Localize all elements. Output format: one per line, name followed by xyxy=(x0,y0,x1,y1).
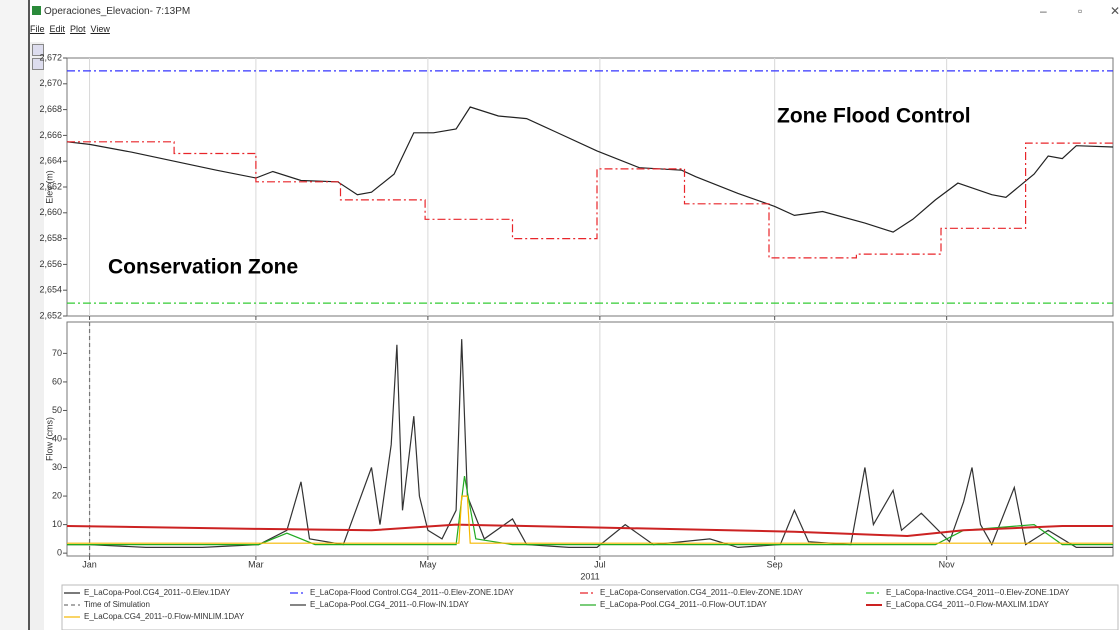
x-tick-label: Nov xyxy=(939,559,956,569)
legend-label: E_LaCopa-Pool.CG4_2011--0.Flow-OUT.1DAY xyxy=(600,600,768,609)
series-line xyxy=(67,475,1113,546)
legend-label: E_LaCopa-Conservation.CG4_2011--0.Elev-Z… xyxy=(600,588,804,597)
legend-label: E_LaCopa-Pool.CG4_2011--0.Flow-IN.1DAY xyxy=(310,600,470,609)
y-axis-label: Flow (cms) xyxy=(44,417,54,461)
menu-item[interactable]: Plot xyxy=(70,24,86,34)
y-tick-label: 50 xyxy=(52,405,62,415)
minimize-button[interactable]: – xyxy=(1040,4,1047,18)
series-line xyxy=(67,141,1113,259)
y-tick-label: 30 xyxy=(52,462,62,472)
toolbar xyxy=(30,42,44,630)
x-axis-label: 2011 xyxy=(580,571,599,581)
plot-frame xyxy=(66,321,1114,557)
y-tick-label: 2,670 xyxy=(39,78,62,88)
y-tick-label: 2,666 xyxy=(39,130,62,140)
y-tick-label: 40 xyxy=(52,433,62,443)
y-tick-label: 2,668 xyxy=(39,104,62,114)
y-tick-label: 2,662 xyxy=(39,181,62,191)
y-tick-label: 2,654 xyxy=(39,285,62,295)
side-panel xyxy=(0,0,30,630)
x-tick-label: Jul xyxy=(594,559,606,569)
y-tick-label: 2,658 xyxy=(39,233,62,243)
legend-label: E_LaCopa-Inactive.CG4_2011--0.Elev-ZONE.… xyxy=(886,588,1070,597)
app-icon xyxy=(32,6,41,15)
close-button[interactable]: ✕ xyxy=(1110,4,1120,18)
series-line xyxy=(66,106,1114,233)
y-tick-label: 0 xyxy=(57,548,62,558)
annotation: Zone Flood Control xyxy=(777,105,971,128)
y-tick-label: 2,660 xyxy=(39,207,62,217)
title-bar: Operaciones_Elevacion- 7:13PM – ▫ ✕ xyxy=(30,0,1120,22)
legend-box xyxy=(61,584,1119,630)
y-tick-label: 2,664 xyxy=(39,156,62,166)
menu-item[interactable]: File xyxy=(30,24,45,34)
legend-label: E_LaCopa.CG4_2011--0.Flow-MINLIM.1DAY xyxy=(84,612,245,621)
y-axis-label: Elev (m) xyxy=(44,170,54,204)
series-line xyxy=(66,523,1113,538)
menu-item[interactable]: View xyxy=(90,24,110,34)
x-tick-label: Sep xyxy=(767,559,783,569)
zoom-tool[interactable] xyxy=(32,58,44,70)
menu-item[interactable]: Edit xyxy=(49,24,66,34)
series-line xyxy=(67,495,1113,544)
x-tick-label: Mar xyxy=(248,559,264,569)
legend-label: E_LaCopa-Pool.CG4_2011--0.Elev.1DAY xyxy=(84,588,231,597)
y-tick-label: 2,652 xyxy=(39,310,62,320)
x-tick-label: Jan xyxy=(82,559,97,569)
window-title: Operaciones_Elevacion- 7:13PM xyxy=(44,6,191,17)
maximize-button[interactable]: ▫ xyxy=(1078,4,1083,18)
y-tick-label: 2,656 xyxy=(39,259,62,269)
legend-label: Time of Simulation xyxy=(84,600,150,609)
annotation: Conservation Zone xyxy=(108,256,298,279)
legend-label: E_LaCopa.CG4_2011--0.Flow-MAXLIM.1DAY xyxy=(886,600,1050,609)
y-tick-label: 2,672 xyxy=(39,52,62,62)
y-tick-label: 20 xyxy=(52,490,62,500)
x-tick-label: May xyxy=(419,559,437,569)
pointer-tool[interactable] xyxy=(32,44,44,56)
legend-label: E_LaCopa-Flood Control.CG4_2011--0.Elev-… xyxy=(310,588,514,597)
plot-frame xyxy=(66,57,1114,317)
y-tick-label: 60 xyxy=(52,376,62,386)
y-tick-label: 70 xyxy=(52,348,62,358)
menu-bar: File Edit Plot View xyxy=(30,24,115,34)
y-tick-label: 10 xyxy=(52,519,62,529)
